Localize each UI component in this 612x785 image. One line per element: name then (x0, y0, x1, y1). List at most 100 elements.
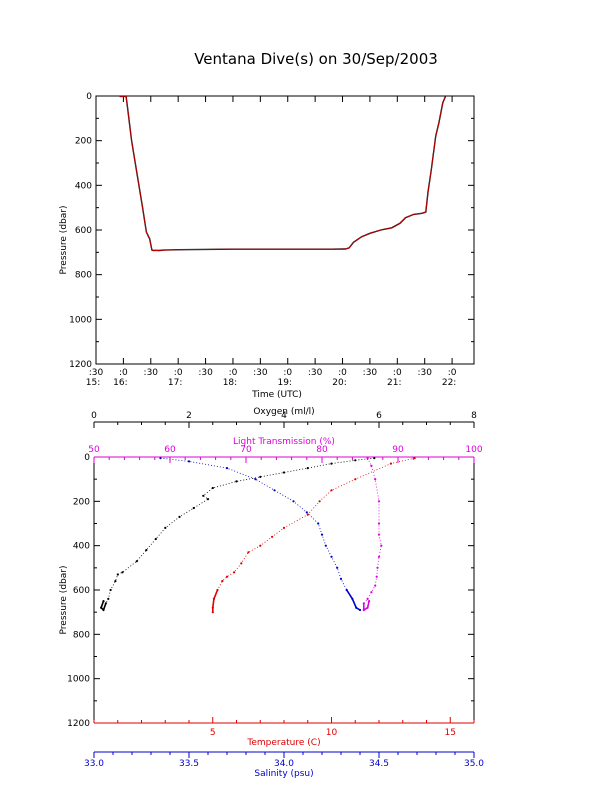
transmission-data-point (370, 464, 373, 467)
temperature-data-point (233, 571, 236, 574)
transmission-data-point (370, 591, 373, 594)
oxygen-data-point (330, 462, 333, 465)
x-tick-label: 17: (168, 378, 182, 388)
salinity-data-point (292, 500, 295, 503)
temperature-tick-label: 15 (445, 728, 456, 738)
salinity-series-bottom-segment (346, 589, 361, 611)
temperature-data-point (330, 489, 333, 492)
transmission-data-point (377, 555, 381, 558)
y-tick-label: 200 (75, 137, 92, 147)
salinity-data-point (225, 467, 229, 470)
temperature-data-point (318, 500, 321, 503)
temperature-data-point (259, 544, 262, 547)
x-tick-label: 19: (277, 378, 291, 388)
oxygen-tick-label: 6 (376, 411, 382, 421)
pressure-time-plot: 020040060080010001200:3015::016::30:017:… (59, 92, 475, 400)
transmission-axis-label: Light Transmission (%) (233, 437, 335, 447)
oxygen-data-point (178, 515, 181, 519)
transmission-data-point (377, 500, 381, 503)
temperature-series (211, 457, 416, 614)
pressure-series-line (119, 96, 446, 251)
x-tick-label: :0 (119, 368, 128, 378)
oxygen-data-point (282, 471, 286, 474)
x-tick-label: :0 (448, 368, 457, 378)
temperature-data-point (306, 513, 309, 516)
y-tick-label: 0 (86, 92, 92, 102)
oxygen-data-point (354, 459, 357, 462)
salinity-data-point (187, 460, 191, 463)
profile-plot: 0 200 400 600 800 1000 1200 Pressure (dbar) 0 2 4 6… (59, 407, 484, 779)
temperature-series-trace (212, 457, 415, 613)
oxygen-series-trace (100, 457, 375, 611)
oxygen-data-point (154, 537, 157, 541)
transmission-series (362, 457, 383, 612)
salinity-data-point (254, 478, 257, 481)
y-tick-label: 1200 (69, 360, 92, 370)
temperature-data-point (240, 562, 243, 565)
salinity-data-point (336, 566, 339, 569)
temperature-tick-label: 10 (326, 728, 338, 738)
transmission-tick-label: 80 (316, 445, 328, 455)
salinity-data-point (330, 555, 333, 558)
salinity-data-point (324, 544, 327, 547)
temperature-tick-label: 5 (210, 728, 216, 738)
oxygen-data-point (235, 480, 238, 483)
temperature-series-bottom-segment (212, 589, 219, 613)
transmission-tick-label: 90 (392, 445, 404, 455)
salinity-data-point (159, 457, 162, 460)
temperature-data-point (413, 457, 416, 460)
temperature-data-point (354, 478, 357, 481)
temperature-data-point (389, 462, 392, 465)
x-tick-label: :0 (338, 368, 347, 378)
plot-frame (95, 95, 475, 365)
oxygen-data-point (164, 526, 167, 530)
transmission-data-point (375, 575, 378, 578)
oxygen-data-point (109, 588, 112, 592)
oxygen-data-point (211, 486, 214, 490)
x-tick-label: :0 (174, 368, 183, 378)
oxygen-series (100, 457, 376, 612)
salinity-series (159, 457, 362, 612)
x-tick-label: :0 (229, 368, 238, 378)
y-axis-label: Pressure (dbar) (59, 566, 69, 635)
salinity-tick-label: 33.5 (179, 759, 199, 769)
oxygen-data-point (116, 573, 119, 576)
x-tick-label: 16: (113, 378, 127, 388)
x-tick-label: :30 (363, 368, 378, 378)
oxygen-tick-label: 2 (186, 411, 192, 421)
y-tick-label: 600 (75, 226, 92, 236)
salinity-tick-label: 33.0 (84, 759, 104, 769)
transmission-data-point (374, 584, 377, 587)
temperature-data-point (247, 551, 250, 554)
oxygen-data-point (202, 494, 205, 497)
y-tick-label: 1000 (69, 315, 92, 325)
salinity-tick-label: 35.0 (464, 759, 484, 769)
x-tick-label: 15: (86, 378, 100, 388)
salinity-data-point (320, 533, 324, 536)
x-tick-label: 18: (223, 378, 237, 388)
oxygen-data-point (121, 571, 124, 574)
salinity-data-point (273, 489, 276, 492)
salinity-data-point (339, 577, 343, 581)
temperature-data-point (221, 580, 224, 583)
salinity-series-trace (160, 457, 361, 611)
temperature-axis-label: Temperature (C) (246, 738, 320, 748)
transmission-data-point (380, 544, 383, 547)
x-tick-label: :0 (283, 368, 292, 378)
salinity-tick-label: 34.5 (369, 759, 389, 769)
y-axis-label: Pressure (dbar) (59, 206, 69, 275)
temperature-data-point (271, 535, 274, 538)
oxygen-data-point (306, 467, 309, 470)
x-tick-label: 21: (387, 378, 401, 388)
x-tick-label: :30 (308, 368, 323, 378)
page-title: Ventana Dive(s) on 30/Sep/2003 (194, 50, 438, 68)
transmission-data-point (377, 533, 381, 536)
oxygen-data-point (192, 506, 195, 510)
oxygen-tick-label: 8 (471, 411, 477, 421)
y-tick-label: 400 (73, 542, 90, 552)
y-tick-label: 400 (75, 181, 92, 191)
x-tick-label: 20: (332, 378, 346, 388)
transmission-data-point (366, 457, 369, 460)
transmission-tick-label: 60 (164, 445, 176, 455)
